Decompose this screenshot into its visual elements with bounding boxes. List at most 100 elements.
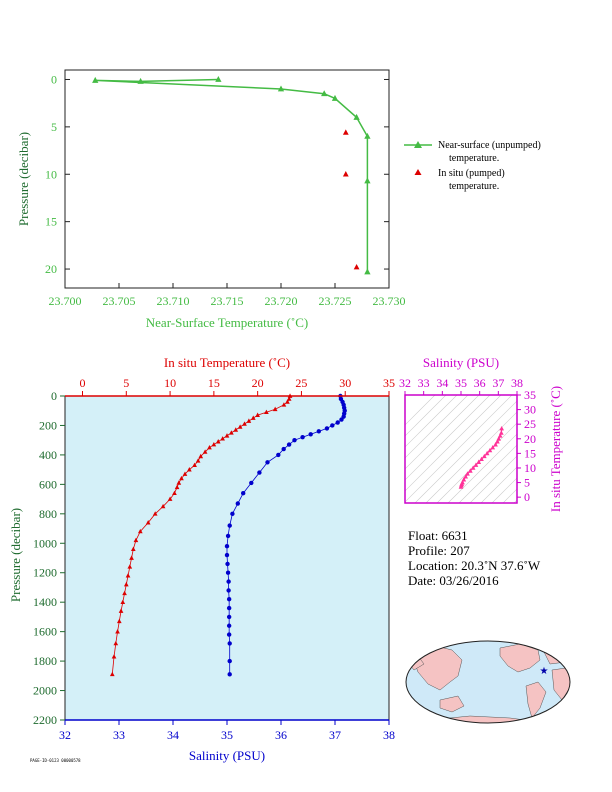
ts-point	[487, 447, 493, 453]
top-y-tick-label: 20	[45, 262, 57, 276]
ts-temperature-tick-label: 5	[524, 476, 530, 490]
top-x-tick-label: 23.700	[49, 294, 82, 308]
temperature-point	[272, 406, 278, 412]
ts-temperature-tick-label: 10	[524, 461, 536, 475]
salinity-point	[226, 623, 232, 628]
salinity-point	[324, 426, 330, 431]
salinity-point	[292, 437, 297, 443]
pressure-tick-label: 800	[39, 507, 57, 521]
legend-marker-unpumped	[414, 141, 422, 148]
temperature-tick-label: 35	[383, 376, 395, 390]
temperature-point	[202, 449, 208, 454]
pressure-tick-label: 1000	[33, 536, 57, 550]
pressure-tick-label: 2200	[33, 713, 57, 727]
ts-point	[467, 468, 473, 473]
legend-label-pumped-2: temperature.	[449, 181, 499, 192]
unpumped-temperature-point	[331, 94, 339, 101]
temperature-point	[281, 402, 287, 407]
float-location-star-icon: ★	[540, 666, 549, 677]
temperature-point	[113, 640, 119, 646]
float-location: Location: 20.3˚N 37.6˚W	[408, 558, 541, 573]
temperature-tick-label: 15	[208, 376, 220, 390]
salinity-point	[286, 442, 292, 447]
salinity-point	[225, 570, 231, 575]
map-land-australia	[439, 695, 465, 713]
ts-point	[458, 484, 464, 489]
salinity-point	[265, 460, 270, 465]
map-land-south-america	[525, 681, 547, 719]
temperature-point	[198, 453, 204, 459]
salinity-tick-label: 32	[59, 728, 71, 742]
pressure-tick-label: 0	[51, 389, 57, 403]
salinity-point	[339, 417, 344, 422]
top-y-tick-label: 5	[51, 120, 57, 134]
pressure-tick-label: 600	[39, 477, 57, 491]
temperature-point	[125, 573, 131, 578]
density-contour	[405, 395, 447, 437]
temperature-point	[167, 496, 173, 501]
top-plot-frame	[64, 69, 390, 289]
temperature-point	[215, 439, 221, 444]
ts-temperature-tick-label: 20	[524, 432, 536, 446]
salinity-point	[224, 552, 230, 558]
top-y-tick-label: 0	[51, 72, 57, 86]
ts-point	[470, 465, 476, 470]
salinity-tick-label: 38	[383, 728, 395, 742]
salinity-point	[226, 597, 232, 602]
ts-salinity-label: Salinity (PSU)	[423, 355, 499, 370]
salinity-point	[257, 470, 262, 475]
temperature-point	[116, 618, 122, 624]
temperature-tick-label: 20	[252, 376, 264, 390]
float-number: Float: 6631	[408, 528, 468, 543]
temperature-point	[233, 427, 239, 432]
ts-salinity-tick-label: 36	[474, 376, 486, 390]
ts-temperature-label: In situ Temperature (˚C)	[548, 386, 563, 512]
pressure-tick-label: 400	[39, 448, 57, 462]
density-contour	[458, 444, 517, 503]
ts-point	[490, 444, 496, 450]
ts-point	[465, 471, 470, 476]
top-x-tick-label: 23.715	[211, 294, 244, 308]
unpumped-temperature-point	[353, 113, 360, 120]
salinity-point	[226, 605, 232, 611]
density-contour	[414, 400, 517, 503]
temperature-point	[160, 503, 166, 509]
temperature-point	[109, 671, 115, 677]
temperature-point	[187, 467, 192, 472]
ts-temperature-tick-label: 25	[524, 417, 536, 431]
salinity-point	[316, 429, 321, 434]
density-contour	[480, 466, 517, 503]
salinity-point	[230, 511, 235, 517]
top-legend: Near-surface (unpumped) temperature. In …	[404, 140, 541, 192]
temperature-point	[133, 537, 139, 543]
ts-series	[458, 425, 505, 489]
salinity-point	[225, 533, 231, 539]
temperature-point	[111, 654, 117, 659]
temperature-point	[242, 421, 247, 426]
float-info: Float: 6631 Profile: 207 Location: 20.3˚…	[408, 528, 540, 588]
pumped-temperature-point	[353, 263, 360, 270]
temperature-point	[250, 415, 256, 420]
profile-chart: 0 5 10 15 20 25 30 35 32 33 34 35 36 37 38 0 200 400 600…	[8, 355, 395, 763]
ts-temperature-tick-label: 30	[524, 403, 536, 417]
salinity-point	[226, 579, 231, 584]
top-x-axis-label: Near-Surface Temperature (˚C)	[146, 315, 308, 330]
density-contour	[405, 395, 436, 426]
density-contour	[436, 422, 517, 503]
unpumped-temperature-point	[364, 132, 371, 139]
temperature-point	[195, 458, 201, 463]
salinity-point	[241, 491, 246, 496]
top-y-tick-label: 15	[45, 215, 57, 229]
temperature-point	[174, 484, 180, 490]
salinity-point	[227, 672, 232, 677]
ts-point	[479, 456, 484, 462]
salinity-tick-label: 33	[113, 728, 125, 742]
ts-point	[463, 474, 469, 479]
ts-salinity-tick-label: 38	[511, 376, 523, 390]
temperature-point	[207, 444, 212, 450]
temperature-point	[115, 629, 120, 634]
temperature-tick-label: 5	[123, 376, 129, 390]
